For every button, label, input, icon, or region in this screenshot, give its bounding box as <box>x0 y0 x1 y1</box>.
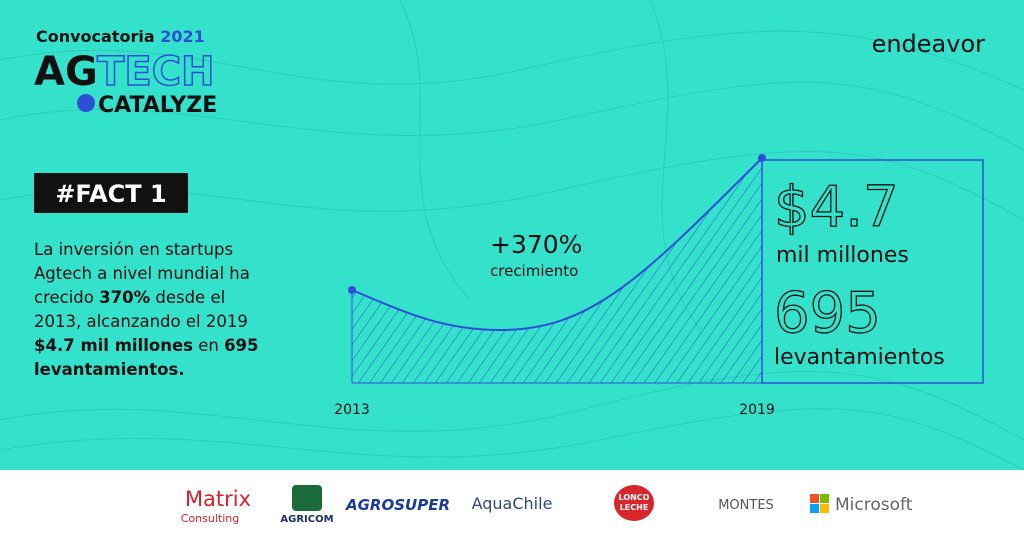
sponsor-matrix-sub: Consulting <box>181 512 239 525</box>
fact-line: La inversión en startups <box>34 238 259 262</box>
end-label: 2019 <box>739 402 775 418</box>
sponsor-aquachile: AquaChile <box>472 494 553 513</box>
partner-logo: endeavor <box>872 30 986 58</box>
fact-segment: La inversión en startups <box>34 240 234 259</box>
fact-line: Agtech a nivel mundial ha <box>34 262 259 286</box>
fact-line: levantamientos. <box>34 358 259 382</box>
fact-badge-text: #FACT 1 <box>55 180 166 208</box>
brand-icon <box>77 94 95 112</box>
count: 695 <box>774 281 881 346</box>
fact-segment: $4.7 mil millones <box>34 336 193 355</box>
ms-tile <box>820 494 829 503</box>
growth-curve <box>351 157 763 332</box>
call-text: Convocatoria 2021 <box>36 27 205 46</box>
stat-box <box>761 159 984 384</box>
fact-line: crecido 370% desde el <box>34 286 259 310</box>
sponsor-montes: MONTES <box>718 498 774 513</box>
sponsor-agricom: AGRICOM <box>280 514 333 525</box>
sponsor-band <box>0 470 1024 535</box>
count-label: levantamientos <box>774 345 945 370</box>
fact-segment: 695 <box>224 336 259 355</box>
fact-line: $4.7 mil millones en 695 <box>34 334 259 358</box>
fact-segment: en <box>192 336 225 355</box>
sponsor-matrix: Matrix <box>185 487 251 511</box>
agricom-icon <box>292 485 322 511</box>
fact-segment: levantamientos. <box>34 360 185 379</box>
sponsor-lonco-a: LONCO <box>619 493 650 502</box>
point <box>348 286 356 294</box>
sponsor-agrosuper: AGROSUPER <box>345 496 450 514</box>
fact-segment: 2013, alcanzando el 2019 <box>34 312 248 331</box>
ms-tile <box>810 494 819 503</box>
fact-text: La inversión en startups Agtech a nivel m… <box>34 238 259 382</box>
amount: $4.7 <box>774 175 899 240</box>
fact-segment: 370% <box>99 288 151 307</box>
ms-tile <box>810 504 819 513</box>
sponsor-lonco-b: LECHE <box>620 503 649 512</box>
fact-segment: Agtech a nivel mundial ha <box>34 264 250 283</box>
lonco-icon <box>614 485 654 521</box>
ms-tile <box>820 504 829 513</box>
fact-line: 2013, alcanzando el 2019 <box>34 310 259 334</box>
fact-segment: crecido <box>34 288 100 307</box>
growth-label: crecimiento <box>490 262 578 280</box>
brand: AGTECH <box>34 49 215 95</box>
sponsor-microsoft: Microsoft <box>835 495 913 515</box>
growth-text: +370% <box>490 230 582 259</box>
start-label: 2013 <box>334 402 370 418</box>
fact-badge <box>34 173 188 213</box>
amount-label: mil millones <box>776 243 909 268</box>
brand-sub: CATALYZE <box>98 93 217 118</box>
fact-segment: desde el <box>150 288 226 307</box>
